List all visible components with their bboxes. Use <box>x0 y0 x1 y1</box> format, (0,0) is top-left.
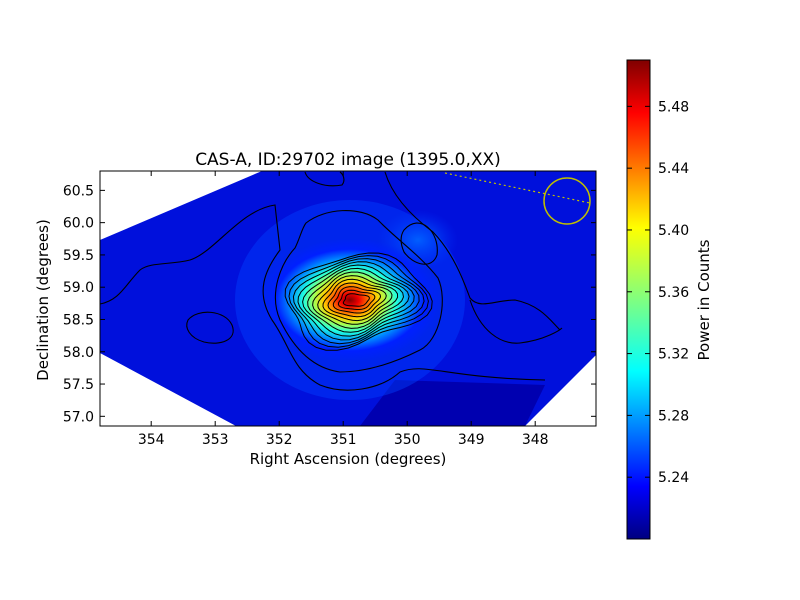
contour-ring <box>332 286 382 314</box>
contour-ring <box>337 289 376 310</box>
colorbar-tick-label: 5.32 <box>658 347 689 363</box>
x-tick-label: 352 <box>266 432 293 448</box>
contour-ring <box>284 252 433 351</box>
contour-outer <box>100 204 546 391</box>
contour-mid <box>274 210 443 373</box>
y-axis: 57.0 57.5 58.0 58.5 59.0 59.5 60.0 60.5 <box>63 183 596 425</box>
y-tick-label: 60.5 <box>63 183 94 199</box>
contour-top-left <box>304 171 345 187</box>
colorbar-ticks: 5.24 5.28 5.32 5.36 5.40 5.44 5.48 <box>627 99 689 486</box>
contour-ring <box>292 258 425 345</box>
colorbar-tick-label: 5.28 <box>658 408 689 424</box>
contour-ring <box>342 293 370 307</box>
y-axis-label: Declination (degrees) <box>34 219 52 381</box>
x-tick-label: 349 <box>458 432 485 448</box>
colorbar-tick-label: 5.24 <box>658 470 689 486</box>
beam-circle <box>543 177 591 225</box>
sky-field-dark-region <box>360 380 545 426</box>
x-axis: 354 353 352 351 350 349 348 <box>138 171 549 448</box>
colorbar-tick-label: 5.44 <box>658 161 689 177</box>
contour-ring <box>307 267 410 333</box>
colorbar-gradient <box>626 59 651 540</box>
contour-lines <box>100 171 563 391</box>
plot-area <box>100 171 596 426</box>
contour-right-blob <box>469 299 563 344</box>
y-tick-label: 58.0 <box>63 345 94 361</box>
contour-ring <box>302 264 415 337</box>
chart-title: CAS-A, ID:29702 image (1395.0,XX) <box>195 150 501 170</box>
x-tick-label: 350 <box>394 432 421 448</box>
x-tick-label: 348 <box>522 432 549 448</box>
y-tick-label: 59.5 <box>63 248 94 264</box>
contour-ring <box>317 275 399 325</box>
axes-frame <box>99 170 597 427</box>
x-axis-label: Right Ascension (degrees) <box>250 450 447 468</box>
colorbar-tick-label: 5.48 <box>658 99 689 115</box>
contour-ring <box>327 282 387 318</box>
x-tick-label: 351 <box>330 432 357 448</box>
y-tick-label: 60.0 <box>63 216 94 232</box>
colorbar-tick-label: 5.36 <box>658 285 689 301</box>
peak-emission <box>260 238 440 362</box>
contour-ring <box>322 278 393 322</box>
y-tick-label: 57.0 <box>63 409 94 425</box>
y-tick-label: 59.0 <box>63 280 94 296</box>
x-tick-label: 353 <box>202 432 229 448</box>
contour-ring <box>297 261 420 341</box>
colorbar: 5.24 5.28 5.32 5.36 5.40 5.44 5.48 Power in Co… <box>626 59 713 540</box>
y-tick-label: 58.5 <box>63 312 94 328</box>
contour-ring <box>288 255 429 348</box>
contour-left-blob <box>186 311 234 344</box>
colorbar-tick-label: 5.40 <box>658 223 689 239</box>
contour-top-right <box>384 171 561 331</box>
x-tick-label: 354 <box>138 432 165 448</box>
contour-ring <box>312 271 405 329</box>
colorbar-label: Power in Counts <box>695 239 713 360</box>
contour-secondary <box>400 222 438 265</box>
inner-contours <box>284 252 433 351</box>
y-tick-label: 57.5 <box>63 377 94 393</box>
